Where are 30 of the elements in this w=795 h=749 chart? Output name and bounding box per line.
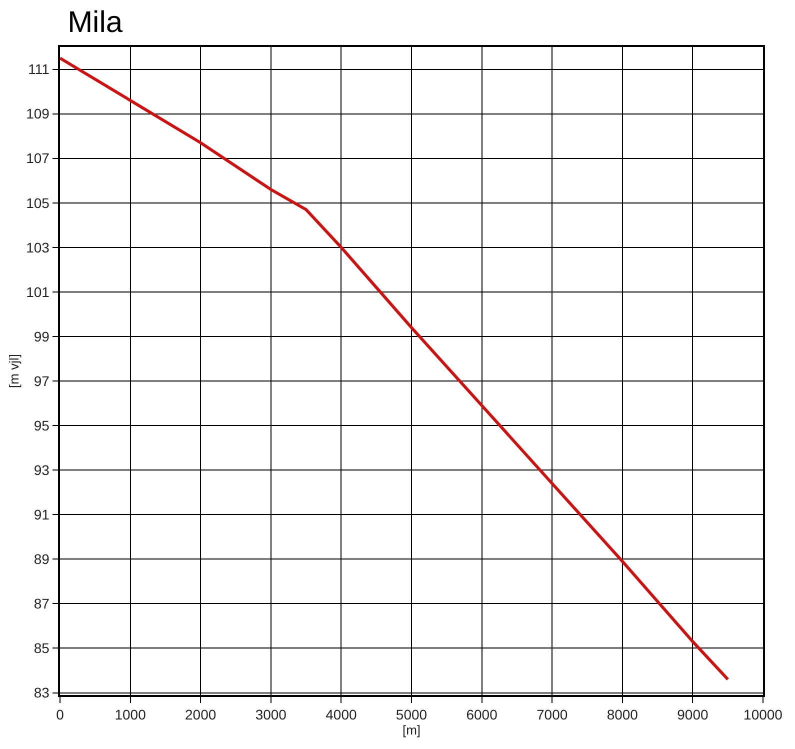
x-tick-label: 0 <box>56 706 64 723</box>
y-tick-label: 87 <box>34 596 50 612</box>
y-tick-label: 101 <box>26 284 50 300</box>
x-tick-label: 1000 <box>114 706 146 723</box>
y-tick-label: 97 <box>34 372 50 389</box>
y-tick-label: 103 <box>26 239 50 256</box>
y-axis-title: [m vjl] <box>6 354 22 388</box>
x-tick-label: 7000 <box>536 706 568 723</box>
x-tick-label: 8000 <box>606 706 638 723</box>
y-tick-label: 95 <box>34 417 50 434</box>
x-axis-title: [m] <box>402 722 421 738</box>
line-series <box>60 56 730 681</box>
x-tick-label: 4000 <box>326 706 357 723</box>
x-tick-label: 3000 <box>255 706 287 723</box>
x-tick-label: 9000 <box>677 706 708 723</box>
x-tick-label: 5000 <box>396 706 428 723</box>
y-tick-label: 93 <box>34 462 50 478</box>
y-tick-label: 89 <box>34 551 50 568</box>
y-tick-label: 83 <box>34 684 50 701</box>
y-tick-label: 85 <box>34 640 50 656</box>
y-tick-label: 107 <box>26 150 50 166</box>
x-tick-label: 6000 <box>466 706 498 723</box>
y-tick-label: 111 <box>28 61 50 78</box>
y-tick-label: 91 <box>34 506 50 523</box>
y-tick-label: 105 <box>26 194 50 211</box>
chart-title: Mila <box>68 6 123 40</box>
x-tick-label: 2000 <box>185 706 216 723</box>
y-tick-label: 99 <box>34 328 50 344</box>
x-tick-label: 10000 <box>744 706 783 723</box>
y-tick-label: 109 <box>26 106 50 122</box>
